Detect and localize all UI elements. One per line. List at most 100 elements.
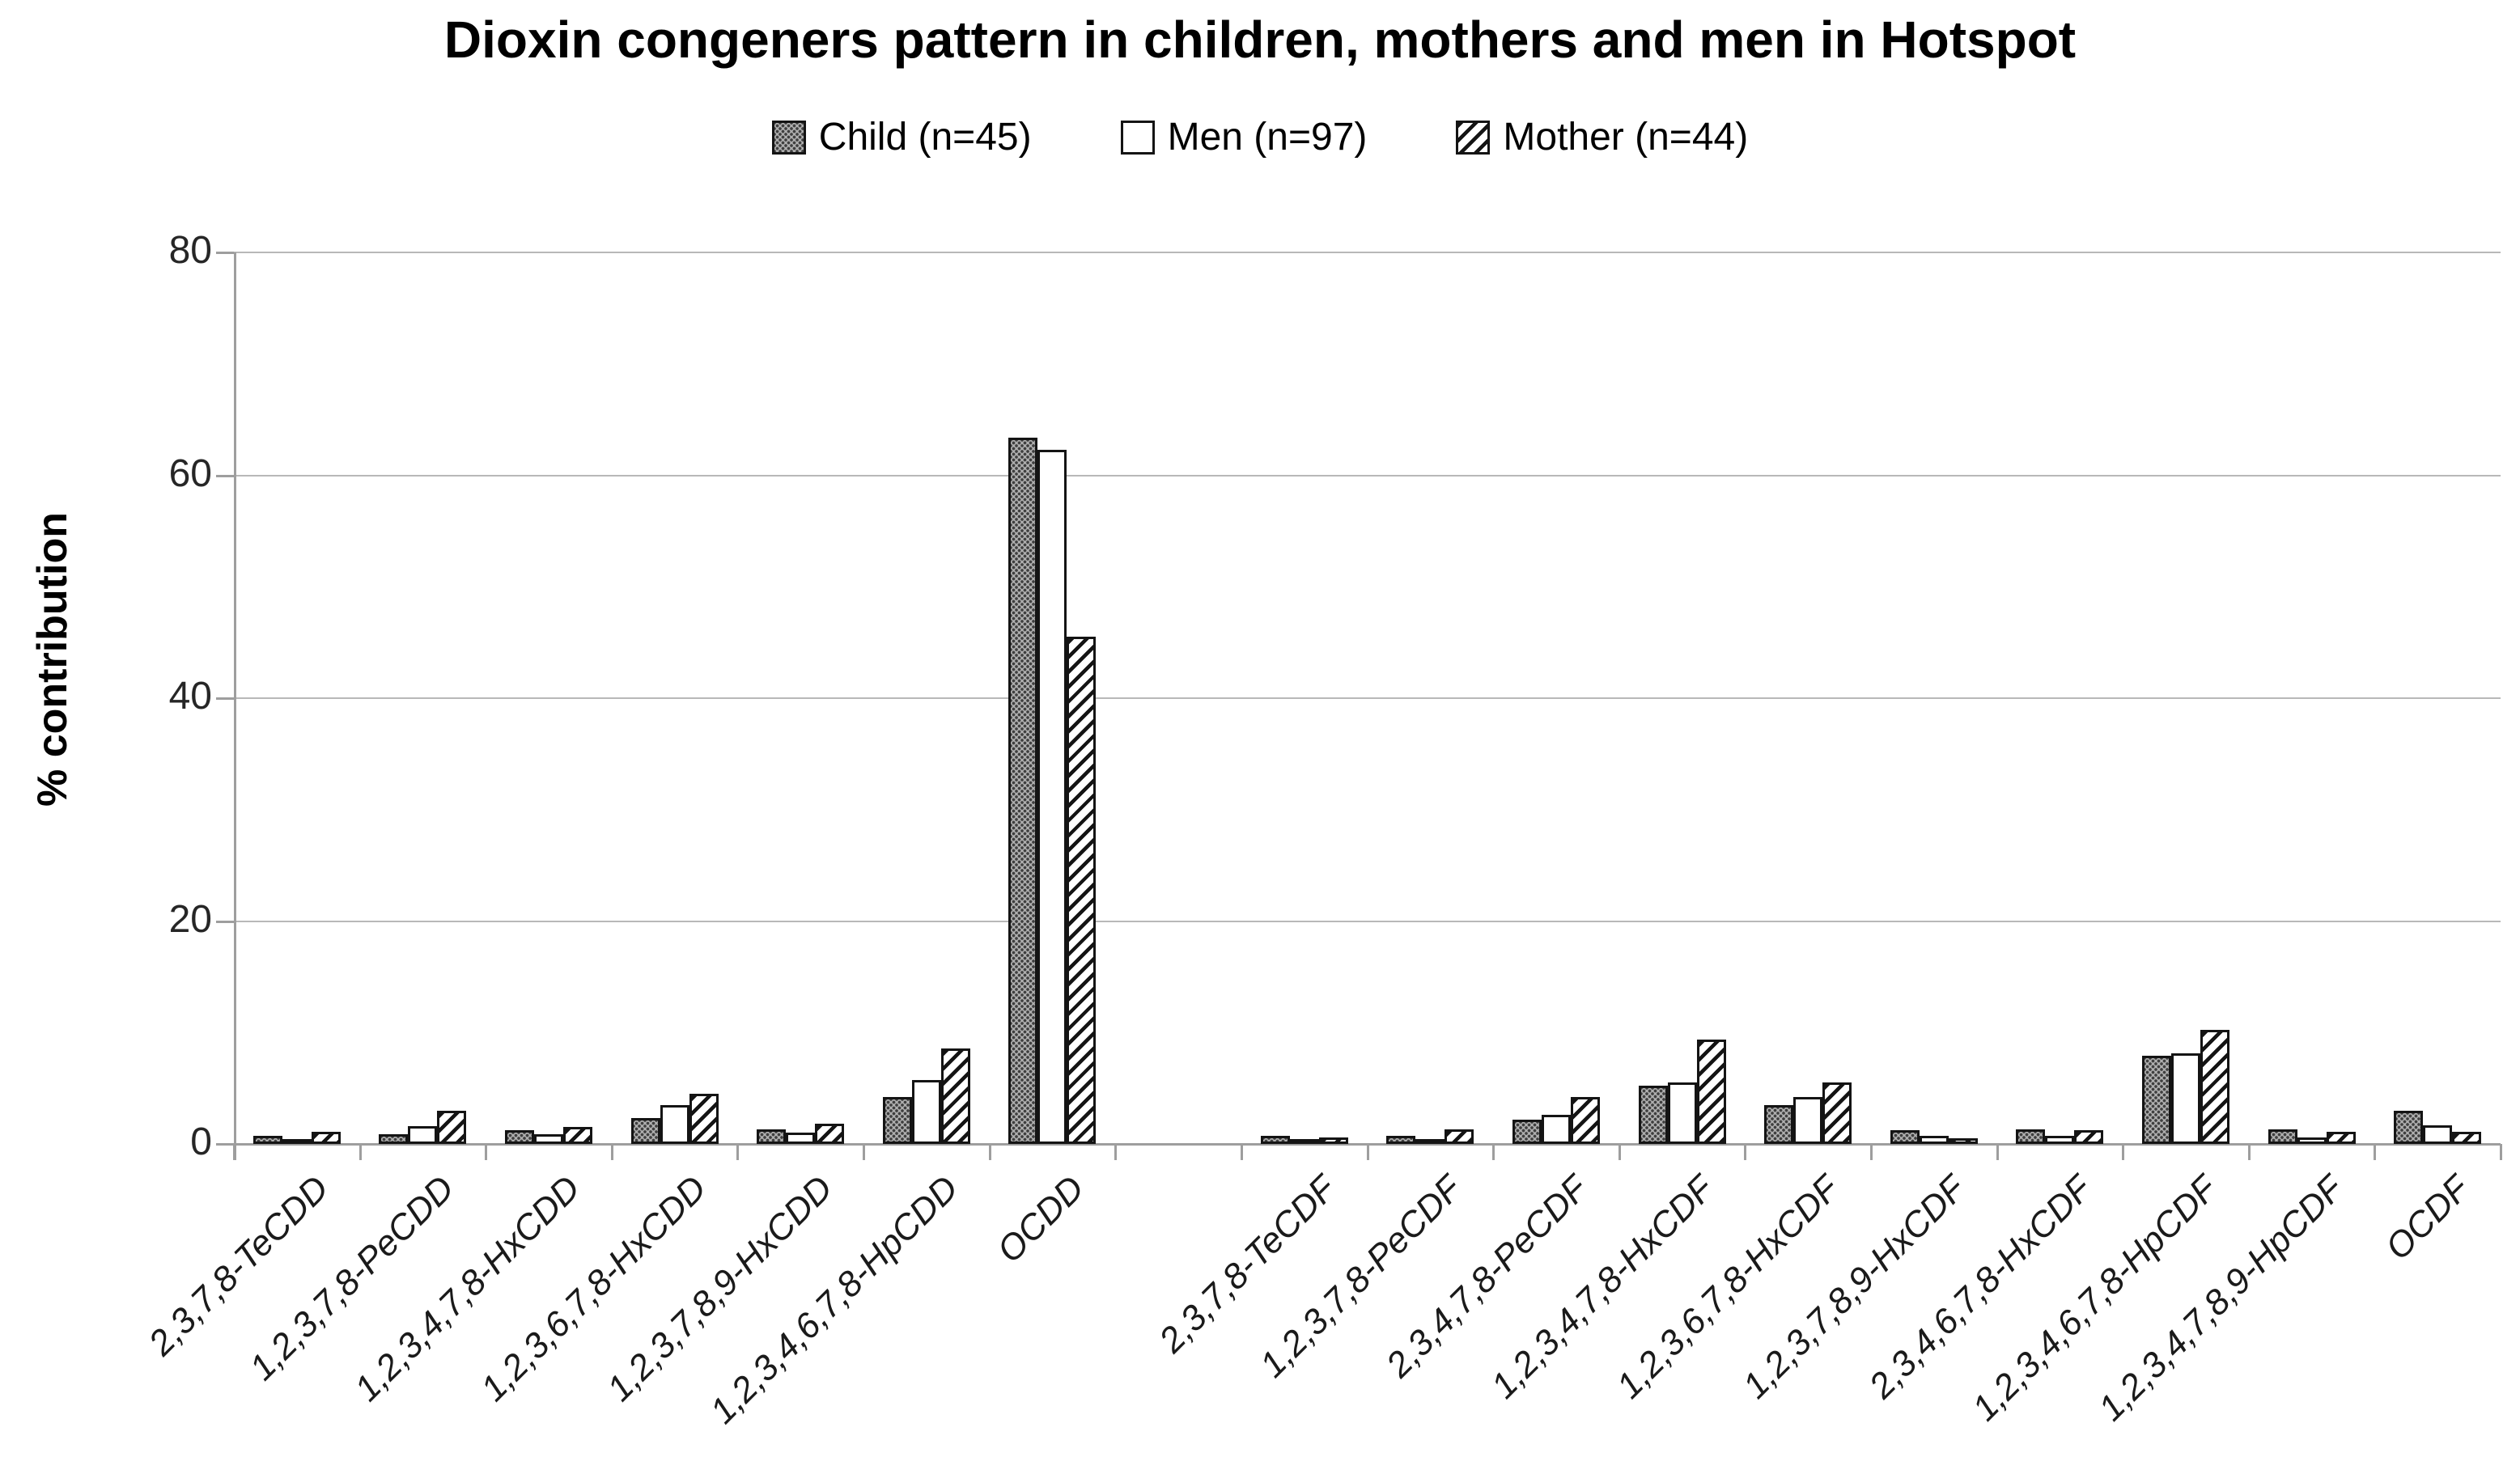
bar	[911, 1080, 941, 1144]
bar	[1890, 1130, 1920, 1144]
legend-swatch-icon	[1120, 120, 1155, 155]
bar	[1696, 1039, 1726, 1144]
bar	[1822, 1082, 1852, 1144]
legend-item: Child (n=45)	[771, 115, 1032, 159]
y-tick-label: 60	[168, 451, 212, 495]
bar	[1318, 1137, 1348, 1144]
bar	[408, 1125, 438, 1144]
bar	[379, 1133, 409, 1144]
bar	[882, 1097, 912, 1144]
bar	[2423, 1125, 2453, 1144]
x-tick	[2374, 1144, 2377, 1160]
x-category-label: 1,2,3,7,8,9-HxCDF	[1735, 1168, 1974, 1407]
bar	[1008, 437, 1038, 1144]
bar	[660, 1104, 689, 1144]
gridline	[234, 474, 2501, 477]
x-category-label: 1,2,3,6,7,8-HxCDD	[473, 1168, 715, 1409]
bar	[630, 1118, 660, 1144]
bar	[2141, 1056, 2171, 1144]
x-category-label: 1,2,3,6,7,8-HxCDF	[1609, 1168, 1848, 1407]
x-tick	[2122, 1144, 2125, 1160]
legend-item: Mother (n=44)	[1456, 115, 1748, 159]
x-category-label: 1,2,3,4,7,8,9-HpCDF	[2090, 1168, 2352, 1429]
bar	[1512, 1119, 1542, 1144]
x-category-label: 1,2,3,7,8,9-HxCDD	[599, 1168, 840, 1409]
y-tick	[216, 920, 234, 923]
bar	[1289, 1139, 1319, 1144]
x-category-label: 1,2,3,4,7,8-HxCDF	[1483, 1168, 1722, 1407]
gridline	[234, 920, 2501, 922]
legend-label: Child (n=45)	[818, 116, 1032, 159]
x-tick	[485, 1144, 488, 1160]
x-tick	[358, 1144, 362, 1160]
bar	[1570, 1097, 1600, 1144]
legend-item: Men (n=97)	[1120, 115, 1368, 159]
y-tick-label: 40	[168, 675, 212, 718]
bar	[940, 1048, 970, 1144]
bar	[1919, 1136, 1949, 1144]
y-tick-label: 0	[190, 1120, 212, 1163]
x-category-label: 2,3,4,6,7,8-HxCDF	[1860, 1168, 2100, 1407]
legend: Child (n=45) Men (n=97) Mother (n=44)	[0, 115, 2520, 159]
legend-swatch-icon	[1456, 120, 1491, 155]
bar	[505, 1130, 535, 1144]
x-tick	[233, 1144, 235, 1160]
bar	[1260, 1136, 1290, 1144]
x-tick	[1869, 1144, 1873, 1160]
bar	[2326, 1131, 2356, 1144]
gridline	[234, 252, 2501, 253]
chart-title: Dioxin congeners pattern in children, mo…	[443, 11, 2077, 69]
bar	[252, 1136, 282, 1144]
y-tick	[216, 474, 234, 477]
bar	[437, 1110, 467, 1144]
x-tick	[863, 1144, 866, 1160]
y-axis-line	[234, 252, 236, 1160]
bar	[1415, 1139, 1445, 1144]
y-tick-label: 20	[168, 897, 212, 941]
bar	[1793, 1097, 1823, 1144]
x-tick	[1618, 1144, 1621, 1160]
bar	[1764, 1104, 1794, 1144]
x-category-label: 1,2,3,4,7,8-HxCDD	[347, 1168, 588, 1409]
bar	[2016, 1129, 2046, 1144]
bar	[1948, 1138, 1978, 1144]
x-tick	[1744, 1144, 1747, 1160]
x-tick	[610, 1144, 613, 1160]
legend-swatch-icon	[771, 120, 806, 155]
x-category-label: 1,2,3,4,6,7,8-HpCDD	[702, 1168, 966, 1432]
bar	[786, 1133, 816, 1144]
bar	[2394, 1110, 2424, 1144]
bar	[311, 1131, 341, 1144]
bar	[1037, 449, 1067, 1144]
x-tick	[988, 1144, 991, 1160]
bar	[815, 1124, 845, 1144]
bar	[2268, 1129, 2297, 1144]
x-tick	[1366, 1144, 1369, 1160]
bar	[534, 1133, 564, 1144]
bar	[1638, 1086, 1668, 1144]
bar	[1445, 1129, 1474, 1144]
x-category-label: OCDF	[2378, 1168, 2477, 1268]
bar	[1067, 637, 1097, 1144]
y-tick	[216, 252, 234, 254]
bar	[2045, 1136, 2075, 1144]
bar	[2170, 1053, 2200, 1144]
x-category-label: 1,2,3,4,6,7,8-HpCDF	[1964, 1168, 2225, 1429]
bar	[2452, 1131, 2482, 1144]
bar	[757, 1129, 787, 1144]
legend-label: Men (n=97)	[1167, 116, 1368, 159]
x-tick	[1492, 1144, 1495, 1160]
x-axis-line	[216, 1143, 2501, 1146]
bar	[2200, 1030, 2229, 1144]
bar	[563, 1127, 593, 1144]
y-tick	[216, 697, 234, 700]
x-tick	[1996, 1144, 1999, 1160]
gridline	[234, 697, 2501, 699]
x-category-label: OCDD	[989, 1168, 1092, 1271]
x-tick	[1240, 1144, 1243, 1160]
legend-label: Mother (n=44)	[1503, 116, 1749, 159]
x-tick	[2247, 1144, 2251, 1160]
bar	[1386, 1136, 1416, 1144]
